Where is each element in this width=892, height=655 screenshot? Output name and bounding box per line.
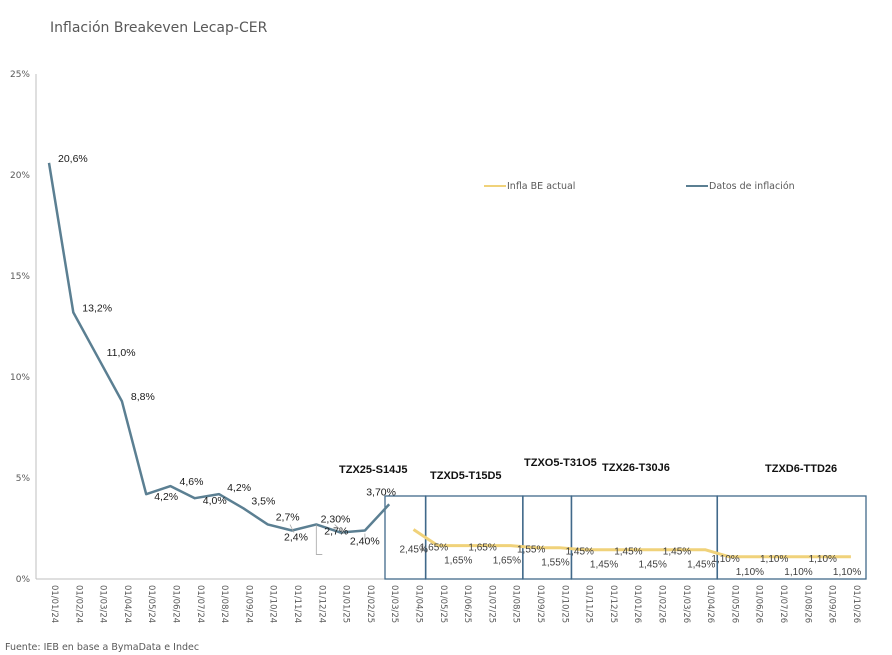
- x-tick-label: 01/02/26: [657, 585, 667, 623]
- data-label-infla-be: 2,45%: [400, 545, 428, 556]
- y-tick-label: 25%: [10, 70, 30, 80]
- bond-period-box: [384, 495, 427, 580]
- x-tick-label: 01/09/26: [827, 585, 837, 623]
- data-label-datos-inflacion: 3,70%: [366, 486, 396, 498]
- x-tick-label: 01/08/24: [219, 585, 229, 623]
- data-label-datos-inflacion: 4,6%: [180, 476, 204, 488]
- data-label-infla-be: 1,45%: [639, 560, 667, 571]
- data-label-infla-be: 1,65%: [468, 543, 496, 554]
- bond-period-box: [716, 495, 867, 580]
- data-label-datos-inflacion: 13,2%: [82, 302, 112, 314]
- y-axis: 0% 5% 10% 15% 20% 25%: [10, 70, 37, 585]
- data-label-datos-inflacion: 4,0%: [203, 495, 227, 507]
- data-label-datos-inflacion: 4,2%: [227, 482, 251, 494]
- data-label-infla-be: 1,65%: [444, 556, 472, 567]
- x-tick-label: 01/04/25: [414, 585, 424, 623]
- data-label-datos-inflacion: 2,30%: [321, 514, 351, 526]
- data-label-infla-be: 1,45%: [663, 547, 691, 558]
- x-tick-label: 01/03/24: [98, 585, 108, 623]
- x-tick-label: 01/04/24: [122, 585, 132, 623]
- x-tick-label: 01/05/25: [438, 585, 448, 623]
- x-tick-label: 01/11/24: [292, 585, 302, 623]
- data-label-datos-inflacion: 20,6%: [58, 153, 88, 165]
- data-label-infla-be: 1,45%: [590, 560, 618, 571]
- series-line-infla-be: [412, 528, 851, 559]
- x-tick-label: 01/01/24: [49, 585, 59, 623]
- y-tick-label: 0%: [16, 575, 31, 585]
- data-label-infla-be: 1,45%: [566, 547, 594, 558]
- data-label-infla-be: 1,10%: [711, 554, 739, 565]
- data-label-infla-be: 1,55%: [541, 558, 569, 569]
- x-tick-label: 01/10/25: [559, 585, 569, 623]
- data-label-datos-inflacion: 2,4%: [284, 532, 308, 544]
- x-tick-label: 01/02/25: [365, 585, 375, 623]
- y-tick-label: 5%: [16, 474, 31, 484]
- x-tick-label: 01/06/24: [171, 585, 181, 623]
- data-label-infla-be: 1,45%: [614, 547, 642, 558]
- series-line-datos-inflacion: [47, 162, 391, 534]
- x-tick-label: 01/06/25: [462, 585, 472, 623]
- x-tick-label: 01/07/24: [195, 585, 205, 623]
- x-tick-label: 01/02/24: [73, 585, 83, 623]
- data-label-datos-inflacion: 4,2%: [154, 491, 178, 503]
- data-label-datos-inflacion: 2,7%: [324, 525, 348, 537]
- data-label-infla-be: 1,10%: [736, 567, 764, 578]
- x-tick-label: 01/01/25: [341, 585, 351, 623]
- data-label-infla-be: 1,45%: [687, 560, 715, 571]
- x-tick-label: 01/08/26: [802, 585, 812, 623]
- y-tick-label: 15%: [10, 272, 30, 282]
- bond-period-label: TZXD6-TTD26: [765, 463, 837, 475]
- x-tick-label: 01/03/25: [389, 585, 399, 623]
- x-tick-label: 01/10/26: [851, 585, 861, 623]
- leader-line: [334, 524, 344, 533]
- x-tick-label: 01/08/25: [511, 585, 521, 623]
- data-label-infla-be: 1,65%: [420, 543, 448, 554]
- x-tick-label: 01/07/26: [778, 585, 788, 623]
- x-tick-label: 01/10/24: [268, 585, 278, 623]
- bond-period-label: TZXD5-T15D5: [430, 470, 502, 482]
- series-lines: [47, 162, 851, 559]
- data-label-datos-inflacion: 3,5%: [251, 495, 275, 507]
- data-label-infla-be: 1,10%: [760, 554, 788, 565]
- chart-title: Inflación Breakeven Lecap-CER: [50, 20, 268, 36]
- x-tick-label: 01/05/26: [729, 585, 739, 623]
- leader-line: [289, 524, 295, 533]
- data-label-datos-inflacion: 11,0%: [107, 347, 136, 359]
- bond-period-label: TZX26-T30J6: [602, 462, 670, 474]
- x-tick-label: 01/12/25: [608, 585, 618, 623]
- x-tick-label: 01/05/24: [146, 585, 156, 623]
- data-label-infla-be: 1,55%: [517, 545, 545, 556]
- x-axis: 01/01/24 01/02/24 01/03/24 01/04/24 01/05/24…: [36, 578, 866, 623]
- legend-label-infla-be: Infla BE actual: [507, 181, 575, 192]
- leader-line: [315, 524, 323, 555]
- x-tick-label: 01/11/25: [584, 585, 594, 623]
- x-tick-label: 01/06/26: [754, 585, 764, 623]
- y-tick-label: 20%: [10, 171, 30, 181]
- x-tick-label: 01/07/25: [486, 585, 496, 623]
- legend-label-datos-inflacion: Datos de inflación: [709, 181, 795, 192]
- x-tick-label: 01/09/25: [535, 585, 545, 623]
- x-tick-label: 01/03/26: [681, 585, 691, 623]
- data-label-infla-be: 1,10%: [809, 554, 837, 565]
- bond-period-label: TZXO5-T31O5: [524, 457, 597, 469]
- legend: Infla BE actual Datos de inflación: [484, 181, 795, 192]
- data-label-infla-be: 1,10%: [784, 567, 812, 578]
- x-tick-label: 01/04/26: [705, 585, 715, 623]
- bond-period-label: TZX25-S14J5: [339, 464, 407, 476]
- data-label-infla-be: 1,65%: [493, 556, 521, 567]
- data-labels: 20,6%13,2%11,0%8,8%4,2%4,6%4,0%4,2%3,5%2…: [58, 153, 861, 578]
- x-tick-label: 01/01/26: [632, 585, 642, 623]
- y-tick-label: 10%: [10, 373, 30, 383]
- data-label-datos-inflacion: 8,8%: [131, 391, 155, 403]
- data-label-datos-inflacion: 2,7%: [276, 511, 300, 523]
- x-tick-label: 01/09/24: [243, 585, 253, 623]
- data-label-datos-inflacion: 2,40%: [350, 536, 380, 548]
- source-note: Fuente: IEB en base a BymaData e Indec: [5, 642, 199, 653]
- data-label-infla-be: 1,10%: [833, 567, 861, 578]
- x-tick-label: 01/12/24: [316, 585, 326, 623]
